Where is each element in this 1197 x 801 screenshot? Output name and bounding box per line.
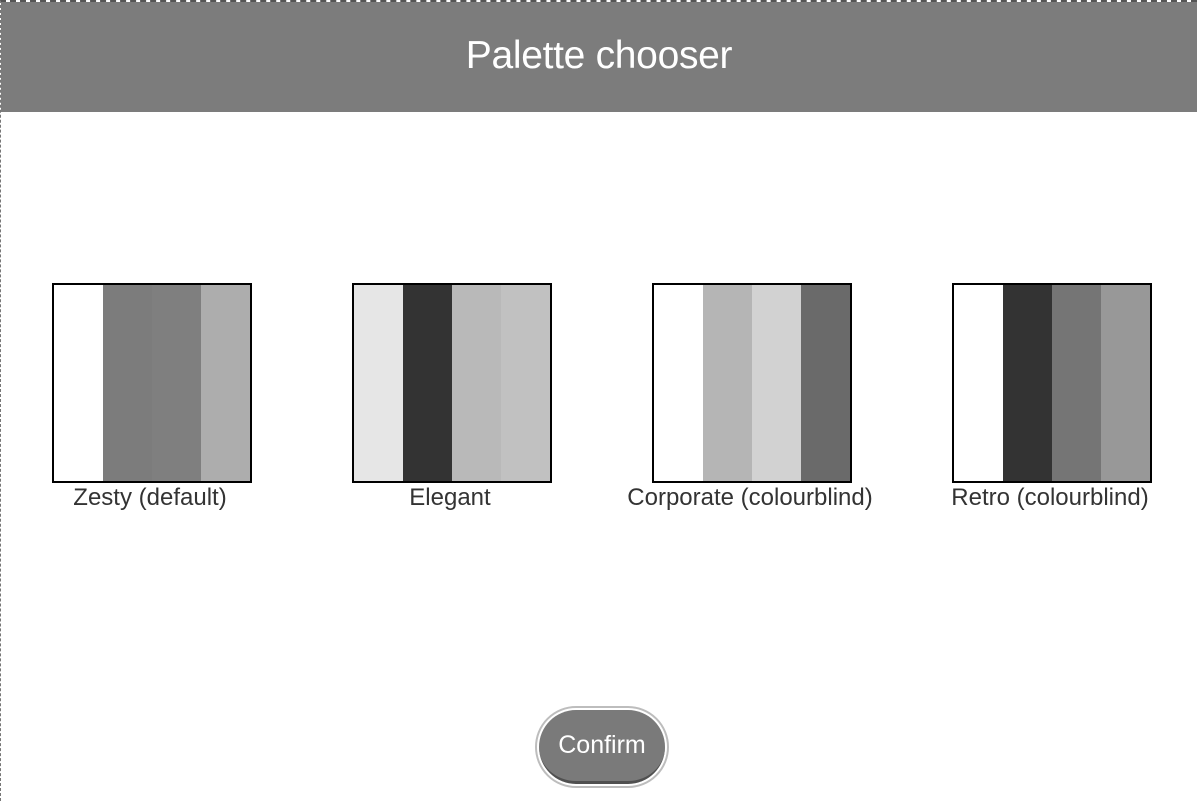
palette-list: Zesty (default) Elegant Corporate (colou… xyxy=(1,283,1197,523)
color-stripe xyxy=(152,285,201,481)
palette-label: Corporate (colourblind) xyxy=(627,484,873,511)
palette-option-corporate[interactable]: Corporate (colourblind) xyxy=(622,283,882,523)
palette-option-retro[interactable]: Retro (colourblind) xyxy=(922,283,1182,523)
page-title: Palette chooser xyxy=(465,34,733,77)
color-stripe xyxy=(1101,285,1150,481)
color-stripe xyxy=(501,285,550,481)
color-stripe xyxy=(452,285,501,481)
color-stripe xyxy=(752,285,801,481)
color-stripe xyxy=(403,285,452,481)
color-stripe xyxy=(201,285,250,481)
palette-swatch[interactable] xyxy=(352,283,552,483)
color-stripe xyxy=(103,285,152,481)
palette-option-zesty[interactable]: Zesty (default) xyxy=(22,283,282,523)
palette-label: Zesty (default) xyxy=(73,484,227,511)
palette-swatch[interactable] xyxy=(52,283,252,483)
color-stripe xyxy=(354,285,403,481)
color-stripe xyxy=(703,285,752,481)
palette-label: Elegant xyxy=(409,484,491,511)
palette-label: Retro (colourblind) xyxy=(951,484,1149,511)
color-stripe xyxy=(954,285,1003,481)
palette-swatch[interactable] xyxy=(652,283,852,483)
header-bar: Palette chooser xyxy=(1,2,1197,112)
palette-swatch[interactable] xyxy=(952,283,1152,483)
color-stripe xyxy=(654,285,703,481)
confirm-button[interactable]: Confirm xyxy=(535,706,669,788)
color-stripe xyxy=(1052,285,1101,481)
confirm-button-label: Confirm xyxy=(539,710,665,784)
color-stripe xyxy=(1003,285,1052,481)
color-stripe xyxy=(54,285,103,481)
color-stripe xyxy=(801,285,850,481)
palette-option-elegant[interactable]: Elegant xyxy=(322,283,582,523)
